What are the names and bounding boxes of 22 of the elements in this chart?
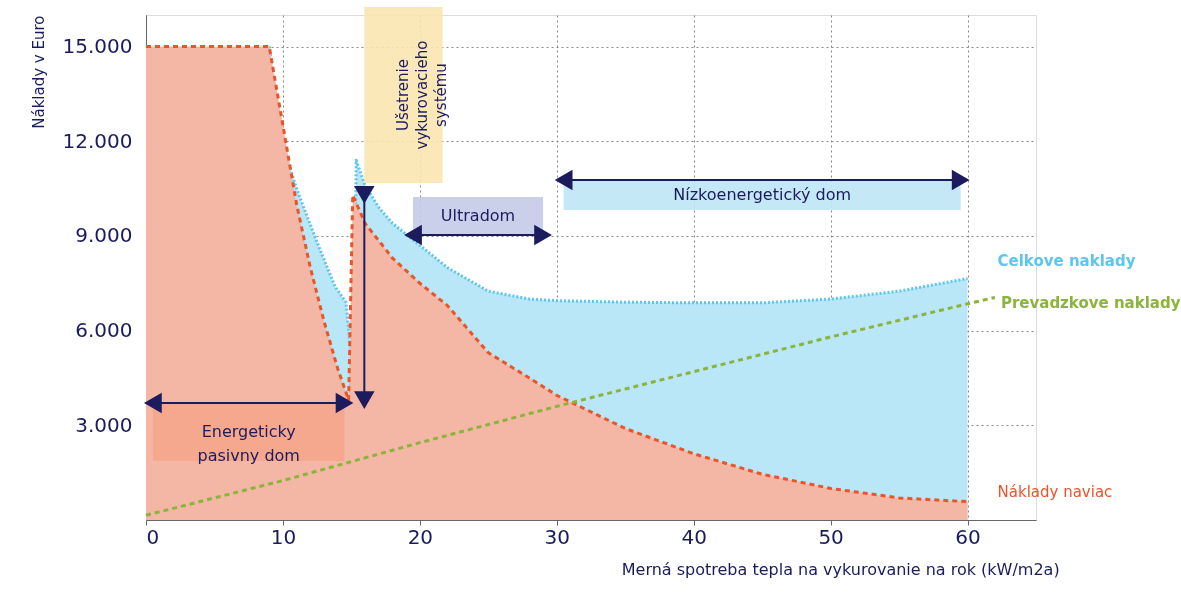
line-series — [144, 295, 997, 517]
y-tick-label: 3.000 — [75, 412, 133, 437]
x-tick-label: 30 — [544, 524, 570, 549]
annotation: Ušetrenie vykurovacieho systému — [394, 40, 451, 150]
band-label: Energeticky pasivny dom — [197, 422, 300, 465]
x-tick-label: 10 — [270, 524, 297, 549]
y-axis-title: Náklady v Euro — [29, 15, 48, 129]
band-label: Ultradom — [440, 206, 516, 225]
y-tick-label: 6.000 — [75, 318, 133, 343]
y-tick-label: 15.000 — [62, 34, 133, 59]
x-tick-label: 20 — [407, 524, 434, 549]
y-tick-label: 12.000 — [62, 128, 133, 153]
band-label: Nízkoenergetický dom — [673, 185, 852, 204]
x-axis-title: Merná spotreba tepla na vykurovanie na rok (kW/m2a) — [621, 559, 1060, 579]
text: Náklady naviac — [997, 482, 1113, 501]
x-tick-label: 0 — [146, 524, 160, 549]
text: Celkove naklady — [997, 251, 1136, 270]
y-tick-label: 9.000 — [75, 223, 133, 248]
x-tick-label: 40 — [681, 524, 707, 549]
series-label: Prevadzkove naklady — [1000, 294, 1181, 313]
x-tick-label: 60 — [955, 524, 981, 549]
x-tick-label: 50 — [818, 524, 844, 549]
